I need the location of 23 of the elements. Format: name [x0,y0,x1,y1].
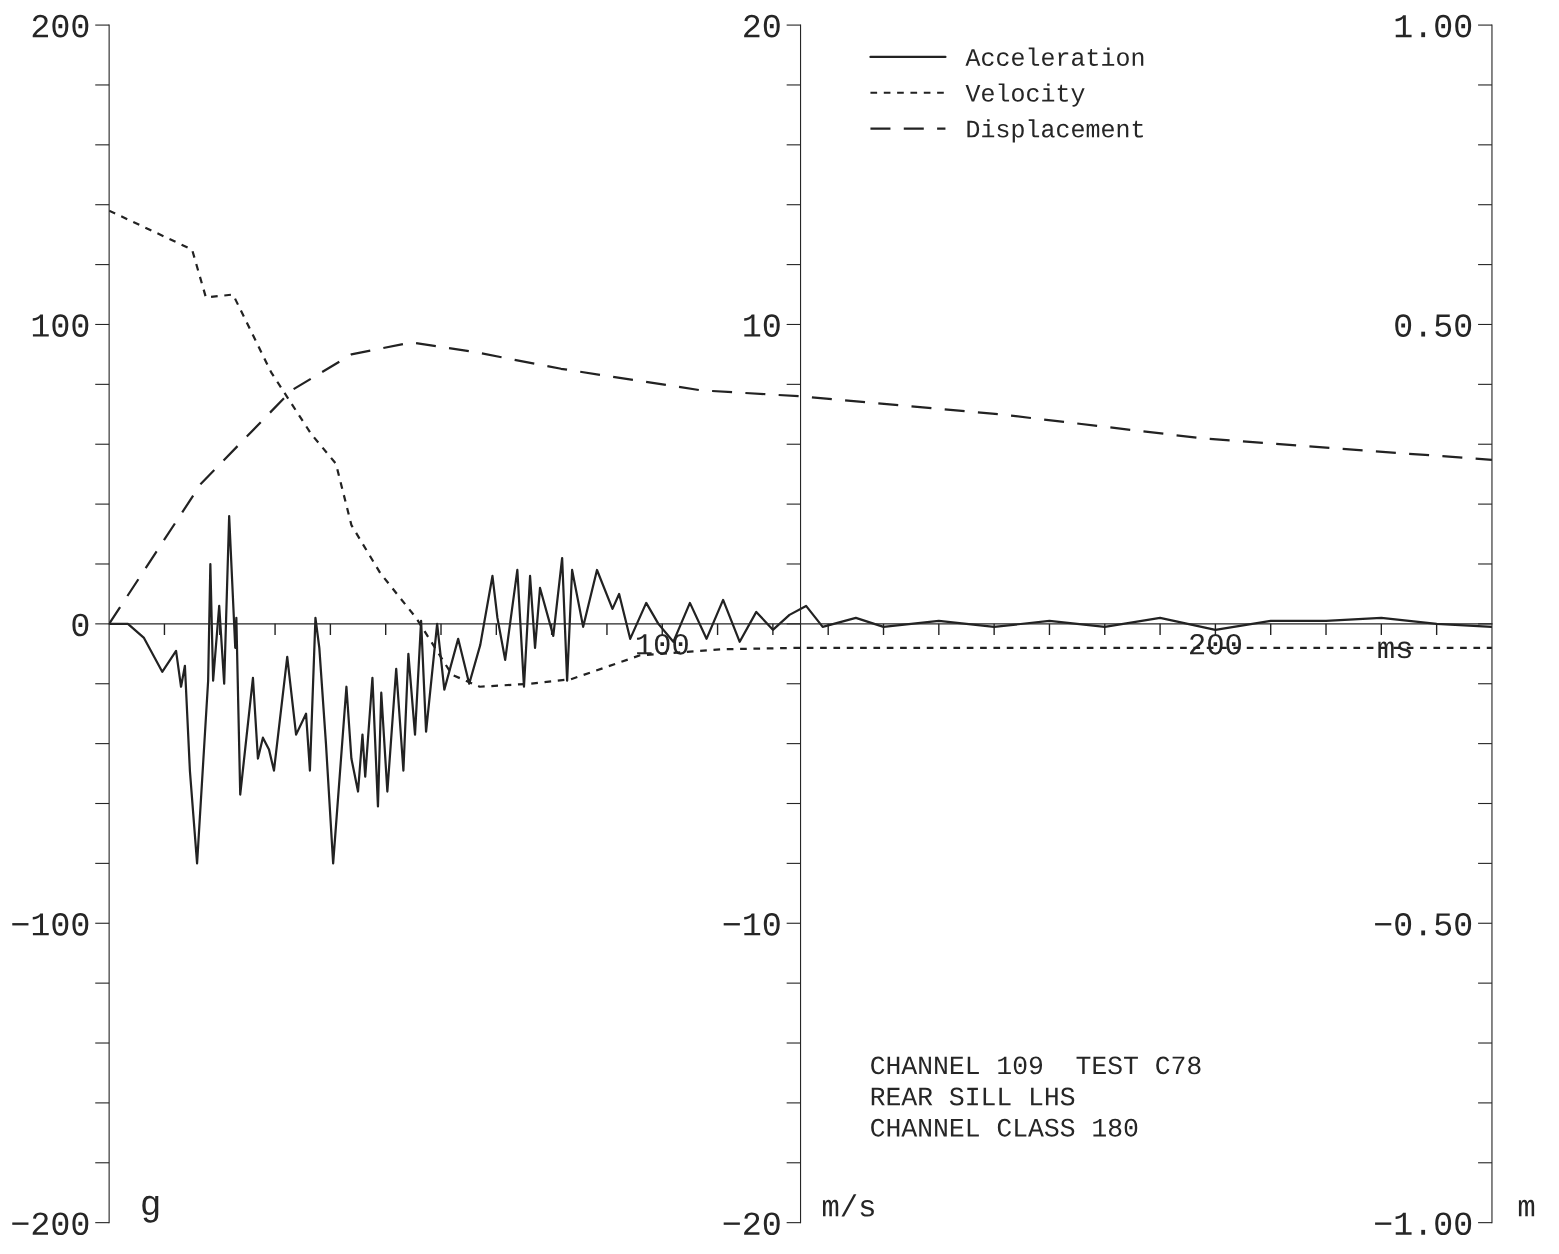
annotation: CHANNEL 109 TEST C78 [871,1056,1201,1075]
y2-tick-label: 20 [744,14,780,38]
y2-tick-label: −20 [723,1212,780,1236]
y-tick-label: 0 [72,613,89,637]
legend-label: Displacement [967,119,1143,143]
y2-tick-label: 10 [744,314,780,337]
y3-tick-label: −0.50 [1375,913,1472,936]
legend-label: Acceleration [965,47,1144,66]
legend-label: Velocity [965,83,1085,107]
y3-axis-title: m [1518,1199,1535,1217]
y2-axis-title: m/s [822,1194,874,1217]
y-tick-label: −200 [12,1212,89,1236]
y-tick-label: 200 [32,14,89,38]
y2-tick-label: −10 [723,913,780,936]
y-axis-title: g [142,1195,159,1223]
y3-tick-label: 0.50 [1395,314,1472,337]
y-tick-label: 100 [32,314,89,337]
annotation: REAR SILL LHS [871,1087,1075,1106]
y3-tick-label: 1.00 [1395,14,1472,38]
y3-tick-label: −1.00 [1375,1212,1472,1236]
annotation: CHANNEL CLASS 180 [871,1118,1138,1137]
x-axis-title: ms [1378,641,1411,659]
y-tick-label: −100 [12,913,89,936]
